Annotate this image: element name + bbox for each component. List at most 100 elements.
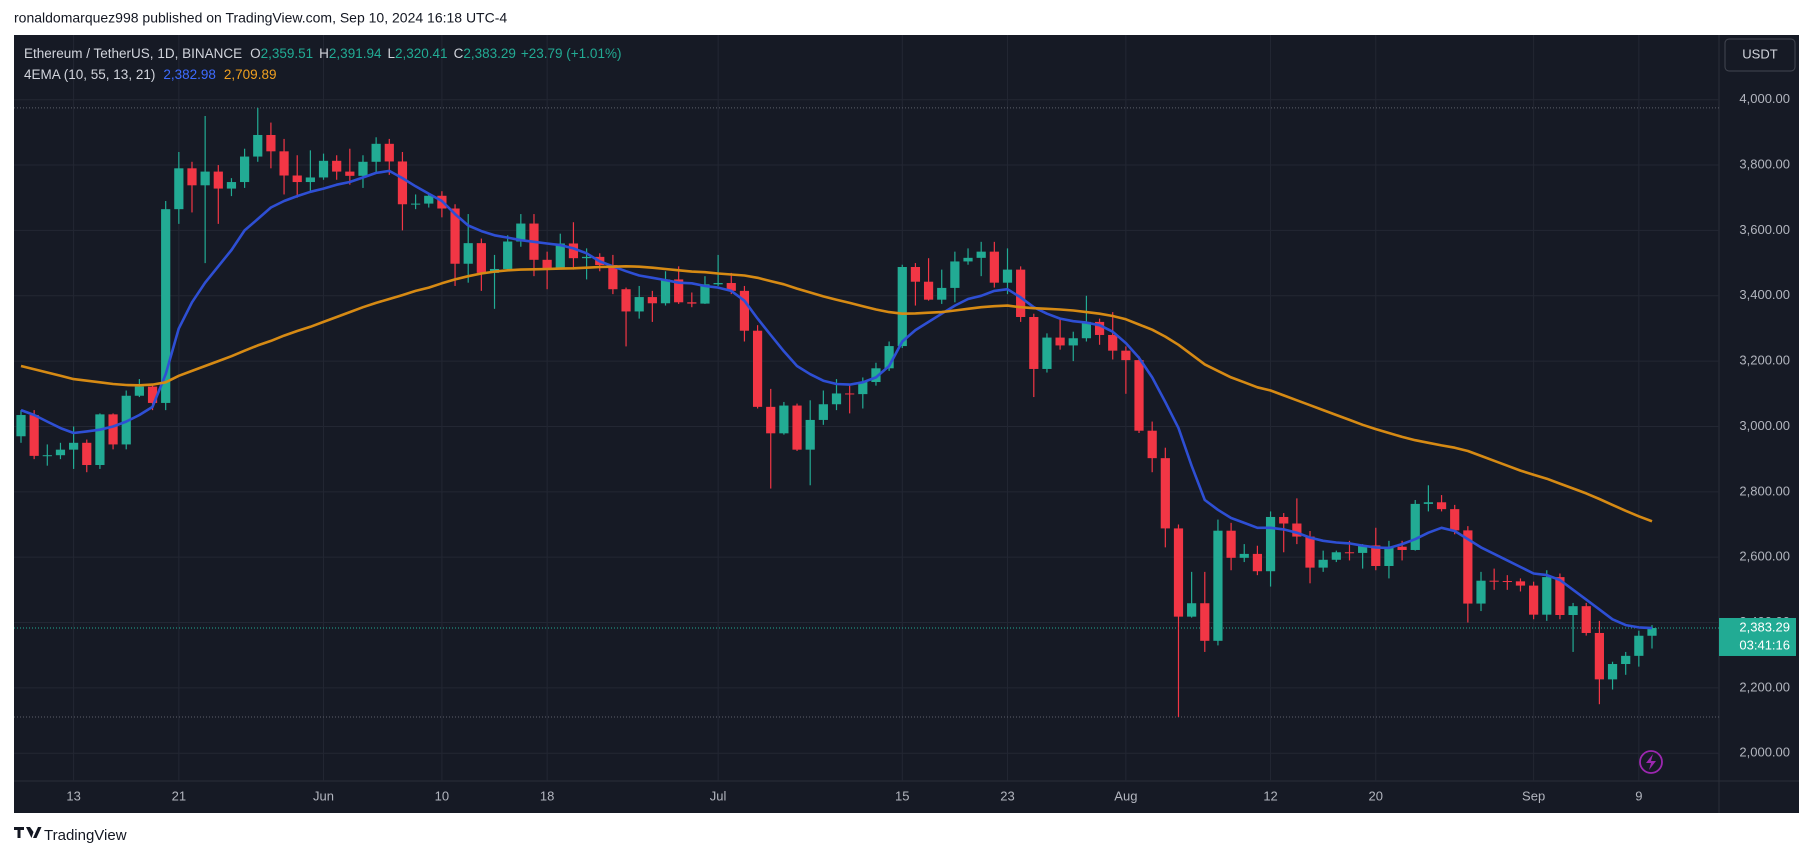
candle-body [818,404,828,420]
candle-body [1029,316,1039,369]
candle-body [608,265,618,290]
candle-body [1489,580,1499,582]
y-tick-label: 3,400.00 [1739,287,1790,302]
candle-body [29,415,39,456]
y-tick-label: 2,600.00 [1739,549,1790,564]
x-tick-label: 23 [1000,788,1014,803]
candle-body [1173,528,1184,617]
candle-body [200,171,210,186]
candle-body [1121,350,1131,361]
candle-body [503,241,513,269]
candle-body [1384,546,1394,566]
candle-body [1594,632,1604,680]
candle-body [831,393,842,405]
candle-body [555,243,565,268]
candle-body [1213,530,1223,641]
candle-body [700,284,710,304]
x-tick-label: 18 [540,788,554,803]
candle-body [963,257,973,262]
x-tick-label: 12 [1263,788,1277,803]
plot [16,107,1657,717]
candle-body [647,297,657,304]
candle-body [1279,516,1289,524]
attribution: ronaldomarquez998 published on TradingVi… [14,10,507,26]
legend-value: 2,391.94 [329,46,382,61]
y-tick-label: 3,000.00 [1739,418,1790,433]
candle-body [1634,635,1644,656]
candle-body [1108,334,1118,351]
candle-body [1042,337,1052,369]
legend-key: H [319,46,329,61]
candle-body [792,405,802,450]
candle-body [279,151,289,176]
candle-body [42,455,52,457]
candle-body [713,283,723,285]
candle-body [1423,502,1433,504]
candle-body [1226,530,1236,558]
candle-body [923,281,934,300]
candle-body [1568,606,1578,616]
candle-body [226,182,237,189]
candle-body [1318,559,1328,568]
alert-icon[interactable] [1639,750,1663,774]
candle-body [174,168,184,210]
candle-body [1094,321,1105,335]
candle-body [1515,581,1526,586]
indicator-value: 2,382.98 [163,67,216,82]
candle-body [726,283,736,291]
legend-key: O [250,46,261,61]
candle-body [240,156,250,183]
candle-body [766,406,776,434]
y-tick-label: 3,200.00 [1739,353,1790,368]
candle-body [516,223,526,242]
candle-body [950,261,960,288]
indicator-legend: 4EMA (10, 55, 13, 21) 2,382.98 2,709.89 [24,67,276,82]
candle-body [621,289,631,312]
legend-change: +23.79 (+1.01%) [521,46,622,61]
currency-button[interactable] [1724,38,1796,72]
candle-body [213,171,223,189]
x-tick-label: 10 [435,788,449,803]
candle-body [1463,530,1473,604]
footer-logo [14,827,42,838]
candle-body [1436,502,1447,510]
candle-body [1068,338,1078,346]
indicator-label: 4EMA (10, 55, 13, 21) [24,67,155,82]
ema-line [20,265,1653,523]
candle-body [910,267,921,282]
candle-body [1134,360,1144,431]
candle-body [568,243,579,259]
candle-body [634,297,644,312]
candle-body [660,279,671,304]
candle-body [1016,269,1026,317]
candle-body [95,414,105,466]
candle-body [1410,503,1420,550]
candle-body [358,161,368,176]
indicator-value: 2,709.89 [224,67,277,82]
candle-body [1147,430,1157,459]
candle-body [976,251,986,258]
legend-value: 2,359.51 [261,46,314,61]
y-tick-label: 4,000.00 [1739,91,1790,106]
candle-body [1555,577,1565,616]
candle-body [410,203,421,205]
candle-body [752,330,763,407]
candle-body [674,279,684,303]
x-tick-label: 15 [895,788,909,803]
candle-body [871,368,881,383]
candle-body [739,290,750,331]
candle-body [1055,337,1065,346]
candle-body [82,442,92,466]
y-tick-label: 3,600.00 [1739,222,1790,237]
candle-body [318,160,329,178]
x-tick-label: Jun [313,788,334,803]
candle-body [884,346,894,369]
candle-body [1542,577,1552,615]
currency[interactable]: USDT [1742,46,1777,61]
candle-body [16,415,26,437]
candle-body [108,414,118,445]
candle-body [1239,553,1249,558]
legend-key: L [387,46,395,61]
price-tag [1719,617,1796,656]
